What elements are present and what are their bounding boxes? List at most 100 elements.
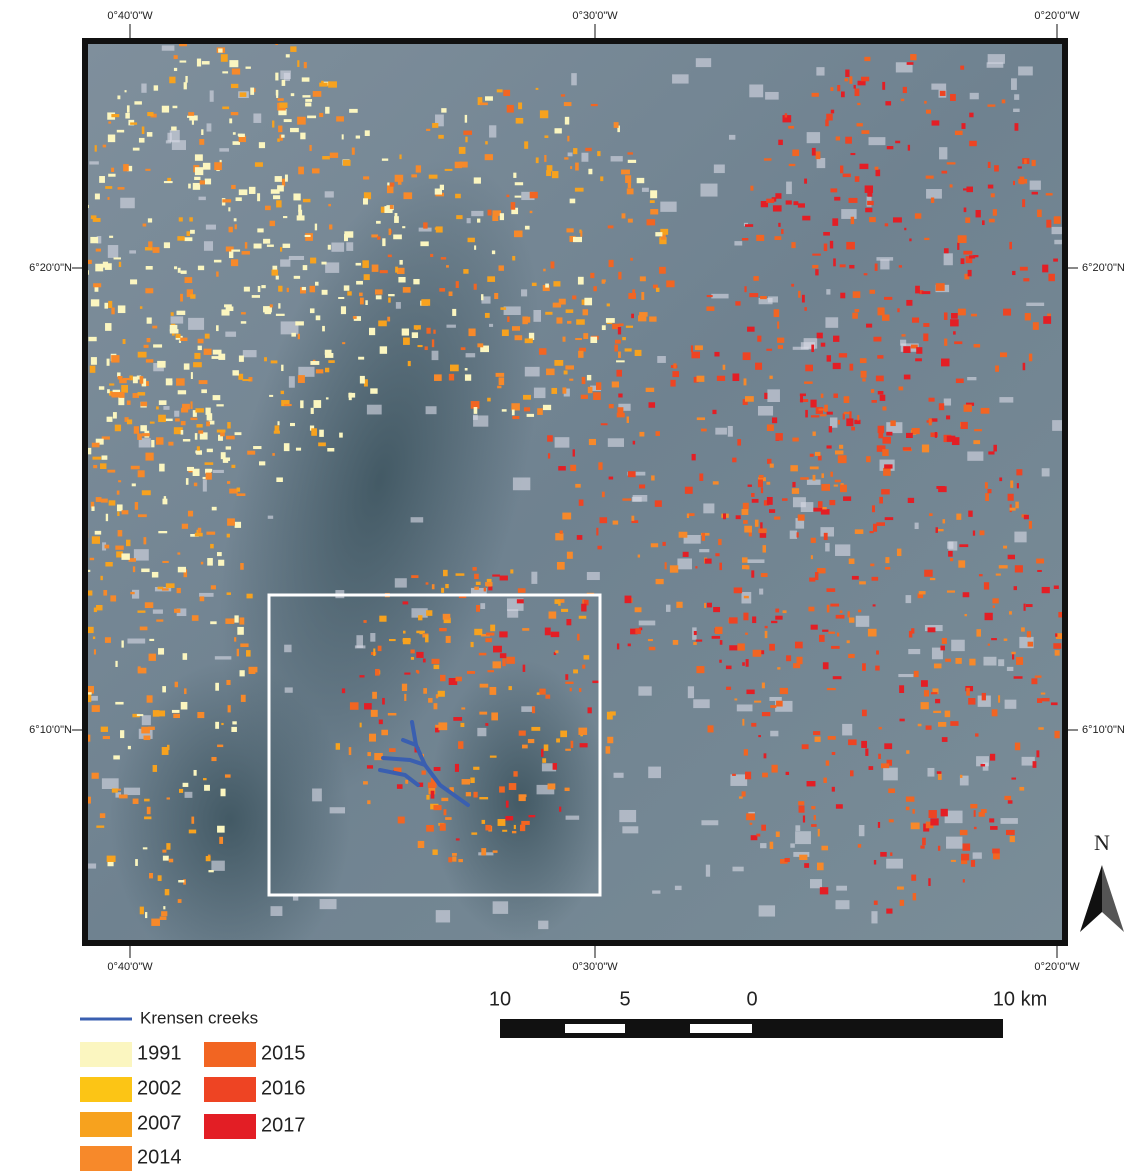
change-patch bbox=[565, 365, 574, 369]
change-patch bbox=[981, 764, 986, 766]
change-patch bbox=[836, 136, 840, 140]
change-patch bbox=[514, 231, 523, 238]
change-patch bbox=[827, 688, 836, 690]
change-patch bbox=[369, 734, 376, 742]
change-patch bbox=[936, 283, 945, 291]
settlement bbox=[174, 411, 179, 417]
change-patch bbox=[769, 509, 775, 513]
change-patch bbox=[922, 445, 929, 453]
change-patch bbox=[474, 245, 476, 249]
change-patch bbox=[778, 345, 783, 349]
change-patch bbox=[423, 688, 427, 694]
change-patch bbox=[171, 312, 174, 316]
change-patch bbox=[276, 314, 285, 316]
longitude-label: 0°40'0"W bbox=[107, 10, 153, 22]
change-patch bbox=[813, 475, 816, 481]
change-patch bbox=[474, 407, 478, 414]
legend: Krensen creeks 1991200220072014201520162… bbox=[80, 1008, 306, 1171]
settlement bbox=[944, 253, 953, 265]
change-patch bbox=[820, 887, 828, 894]
change-patch bbox=[575, 188, 584, 192]
change-patch bbox=[227, 534, 230, 538]
change-patch bbox=[857, 103, 860, 105]
change-patch bbox=[144, 799, 150, 802]
change-patch bbox=[365, 300, 367, 305]
change-patch bbox=[557, 562, 565, 570]
change-patch bbox=[565, 788, 570, 791]
change-patch bbox=[694, 631, 697, 635]
settlement bbox=[749, 84, 763, 97]
legend-swatch bbox=[80, 1146, 132, 1171]
change-patch bbox=[205, 179, 211, 185]
change-patch bbox=[207, 449, 213, 452]
change-patch bbox=[512, 256, 515, 261]
change-patch bbox=[544, 744, 549, 750]
change-patch bbox=[461, 707, 465, 709]
change-patch bbox=[963, 843, 971, 850]
change-patch bbox=[158, 648, 164, 654]
change-patch bbox=[830, 188, 837, 192]
change-patch bbox=[378, 646, 382, 651]
change-patch bbox=[265, 308, 271, 314]
change-patch bbox=[791, 284, 794, 287]
change-patch bbox=[148, 241, 152, 247]
settlement bbox=[285, 687, 293, 692]
change-patch bbox=[245, 242, 247, 248]
change-patch bbox=[939, 403, 944, 410]
change-patch bbox=[876, 170, 881, 177]
change-patch bbox=[220, 432, 225, 436]
change-patch bbox=[546, 369, 555, 376]
change-patch bbox=[238, 374, 243, 380]
change-patch bbox=[240, 563, 244, 570]
change-patch bbox=[278, 303, 280, 308]
change-patch bbox=[157, 361, 165, 368]
change-patch bbox=[240, 643, 248, 647]
change-patch bbox=[785, 858, 790, 862]
change-patch bbox=[163, 856, 169, 861]
change-patch bbox=[363, 176, 369, 179]
settlement bbox=[188, 318, 204, 330]
change-patch bbox=[441, 108, 446, 112]
change-patch bbox=[461, 723, 465, 727]
change-patch bbox=[195, 154, 203, 160]
change-patch bbox=[382, 158, 388, 160]
change-patch bbox=[272, 121, 274, 128]
settlement bbox=[701, 820, 718, 825]
change-patch bbox=[312, 168, 320, 173]
change-patch bbox=[673, 640, 678, 645]
change-patch bbox=[380, 346, 387, 354]
change-patch bbox=[785, 113, 787, 117]
change-patch bbox=[183, 783, 189, 787]
change-patch bbox=[565, 117, 569, 125]
change-patch bbox=[960, 775, 962, 778]
change-patch bbox=[974, 429, 982, 431]
settlement bbox=[951, 640, 965, 651]
change-patch bbox=[189, 115, 198, 120]
change-patch bbox=[255, 162, 263, 167]
change-patch bbox=[1012, 271, 1015, 275]
change-patch bbox=[737, 643, 744, 650]
change-patch bbox=[375, 289, 382, 294]
change-patch bbox=[553, 763, 557, 770]
settlement bbox=[473, 415, 488, 426]
change-patch bbox=[502, 658, 505, 666]
change-patch bbox=[830, 87, 833, 91]
change-patch bbox=[914, 671, 919, 677]
change-patch bbox=[88, 694, 91, 702]
settlement bbox=[199, 197, 206, 200]
change-patch bbox=[198, 339, 204, 344]
change-patch bbox=[195, 408, 203, 412]
change-patch bbox=[321, 262, 326, 265]
change-patch bbox=[767, 424, 774, 431]
change-patch bbox=[565, 674, 568, 680]
change-patch bbox=[411, 575, 418, 578]
change-patch bbox=[970, 804, 977, 808]
change-patch bbox=[1033, 322, 1039, 330]
change-patch bbox=[365, 130, 370, 136]
change-patch bbox=[848, 739, 856, 745]
change-patch bbox=[228, 207, 230, 211]
settlement bbox=[810, 879, 822, 888]
change-patch bbox=[162, 686, 166, 692]
settlement bbox=[1014, 94, 1019, 100]
change-patch bbox=[753, 650, 762, 657]
